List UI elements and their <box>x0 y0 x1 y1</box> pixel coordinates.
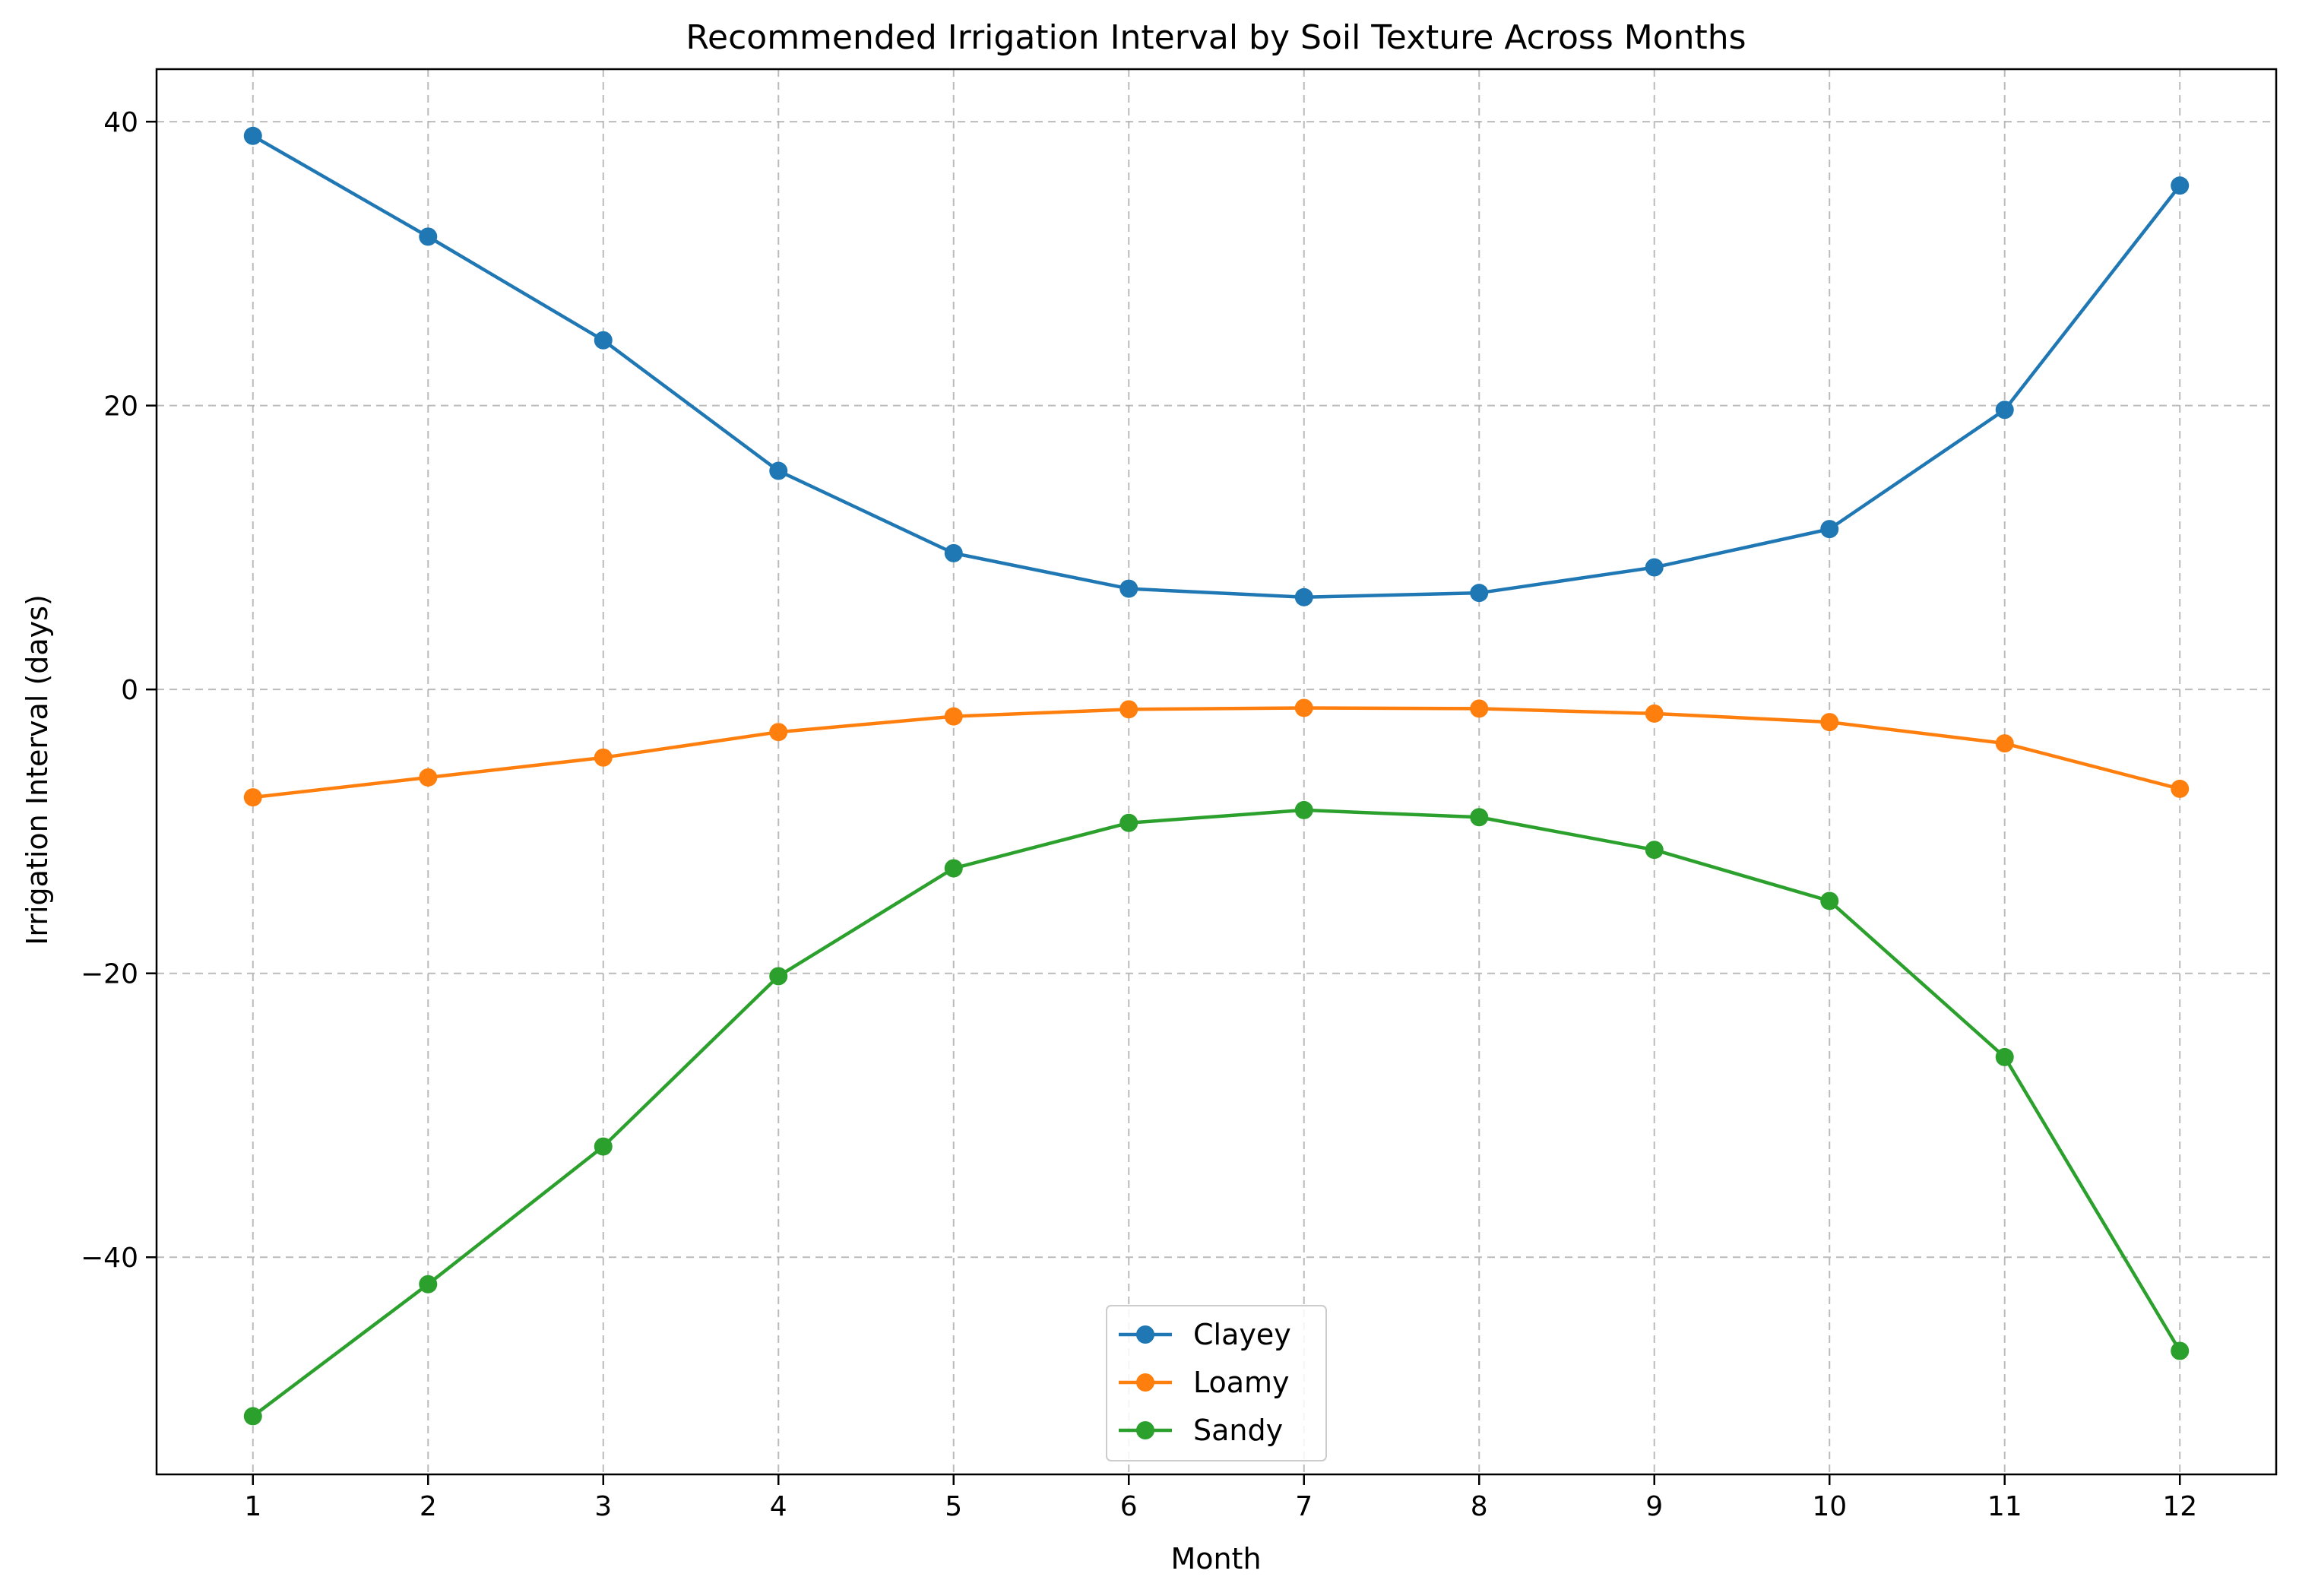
x-axis-label: Month <box>1170 1542 1261 1575</box>
data-point-clayey <box>594 331 613 350</box>
data-point-clayey <box>769 461 788 480</box>
data-point-sandy <box>419 1275 438 1294</box>
data-point-clayey <box>1470 584 1489 603</box>
data-point-sandy <box>1820 891 1839 910</box>
data-point-sandy <box>1470 808 1489 827</box>
legend-item-sandy: Sandy <box>1119 1414 1283 1447</box>
x-tick-label: 11 <box>1987 1491 2022 1522</box>
legend-label-sandy: Sandy <box>1193 1414 1283 1447</box>
legend-item-loamy: Loamy <box>1119 1366 1290 1399</box>
data-point-clayey <box>944 543 963 562</box>
data-point-clayey <box>243 126 262 145</box>
data-point-loamy <box>594 748 613 767</box>
data-point-clayey <box>1294 587 1313 606</box>
data-point-sandy <box>1995 1047 2014 1066</box>
legend-marker-loamy <box>1136 1373 1154 1392</box>
x-tick-label: 5 <box>945 1491 962 1522</box>
series-loamy <box>243 698 2190 807</box>
y-tick-label: −20 <box>81 959 138 990</box>
x-tick-label: 3 <box>594 1491 612 1522</box>
series-sandy <box>243 800 2190 1426</box>
x-tick-label: 4 <box>770 1491 787 1522</box>
data-point-loamy <box>1995 734 2014 753</box>
data-point-loamy <box>1645 704 1664 723</box>
data-point-loamy <box>2171 779 2190 798</box>
x-tick-label: 7 <box>1295 1491 1313 1522</box>
data-point-loamy <box>1294 698 1313 717</box>
legend-marker-clayey <box>1136 1325 1154 1344</box>
legend-item-clayey: Clayey <box>1119 1318 1291 1351</box>
y-tick-label: −40 <box>81 1243 138 1274</box>
y-tick-label: 20 <box>103 391 138 423</box>
series-layer <box>243 126 2190 1426</box>
legend-marker-sandy <box>1136 1421 1154 1439</box>
data-point-sandy <box>243 1407 262 1426</box>
data-point-clayey <box>1645 558 1664 577</box>
x-tick-label: 6 <box>1120 1491 1138 1522</box>
series-line-sandy <box>252 808 2182 1418</box>
y-tick-label: 40 <box>103 107 138 138</box>
x-tick-label: 8 <box>1471 1491 1488 1522</box>
data-point-clayey <box>2171 176 2190 195</box>
data-point-clayey <box>1820 520 1839 539</box>
data-point-sandy <box>1119 813 1138 832</box>
x-tick-label: 9 <box>1645 1491 1663 1522</box>
data-point-clayey <box>419 227 438 246</box>
series-line-loamy <box>252 706 2180 800</box>
data-point-loamy <box>769 723 788 742</box>
data-point-loamy <box>419 768 438 787</box>
data-point-loamy <box>243 788 262 807</box>
legend-box <box>1106 1305 1327 1461</box>
data-point-loamy <box>1119 700 1138 719</box>
data-point-sandy <box>594 1137 613 1156</box>
data-point-clayey <box>1119 579 1138 598</box>
x-tick-label: 1 <box>244 1491 261 1522</box>
series-clayey <box>243 126 2190 606</box>
legend-label-clayey: Clayey <box>1193 1318 1291 1351</box>
chart-title: Recommended Irrigation Interval by Soil … <box>686 18 1746 57</box>
data-point-sandy <box>1294 800 1313 819</box>
plot-area-frame <box>155 68 2278 1476</box>
data-point-clayey <box>1995 401 2014 420</box>
y-axis-label: Irrigation Interval (days) <box>21 594 54 945</box>
x-tick-label: 10 <box>1812 1491 1847 1522</box>
data-point-sandy <box>769 967 788 986</box>
x-tick-label: 2 <box>420 1491 437 1522</box>
legend: Clayey Loamy Sandy <box>1106 1305 1327 1461</box>
data-point-sandy <box>944 859 963 878</box>
data-point-sandy <box>2171 1341 2190 1360</box>
y-tick-label: 0 <box>121 675 138 706</box>
data-point-loamy <box>1820 713 1839 732</box>
legend-label-loamy: Loamy <box>1193 1366 1290 1399</box>
series-line-clayey <box>252 134 2182 600</box>
data-point-loamy <box>1470 699 1489 718</box>
data-point-sandy <box>1645 841 1664 860</box>
data-point-loamy <box>944 707 963 726</box>
x-tick-label: 12 <box>2162 1491 2197 1522</box>
